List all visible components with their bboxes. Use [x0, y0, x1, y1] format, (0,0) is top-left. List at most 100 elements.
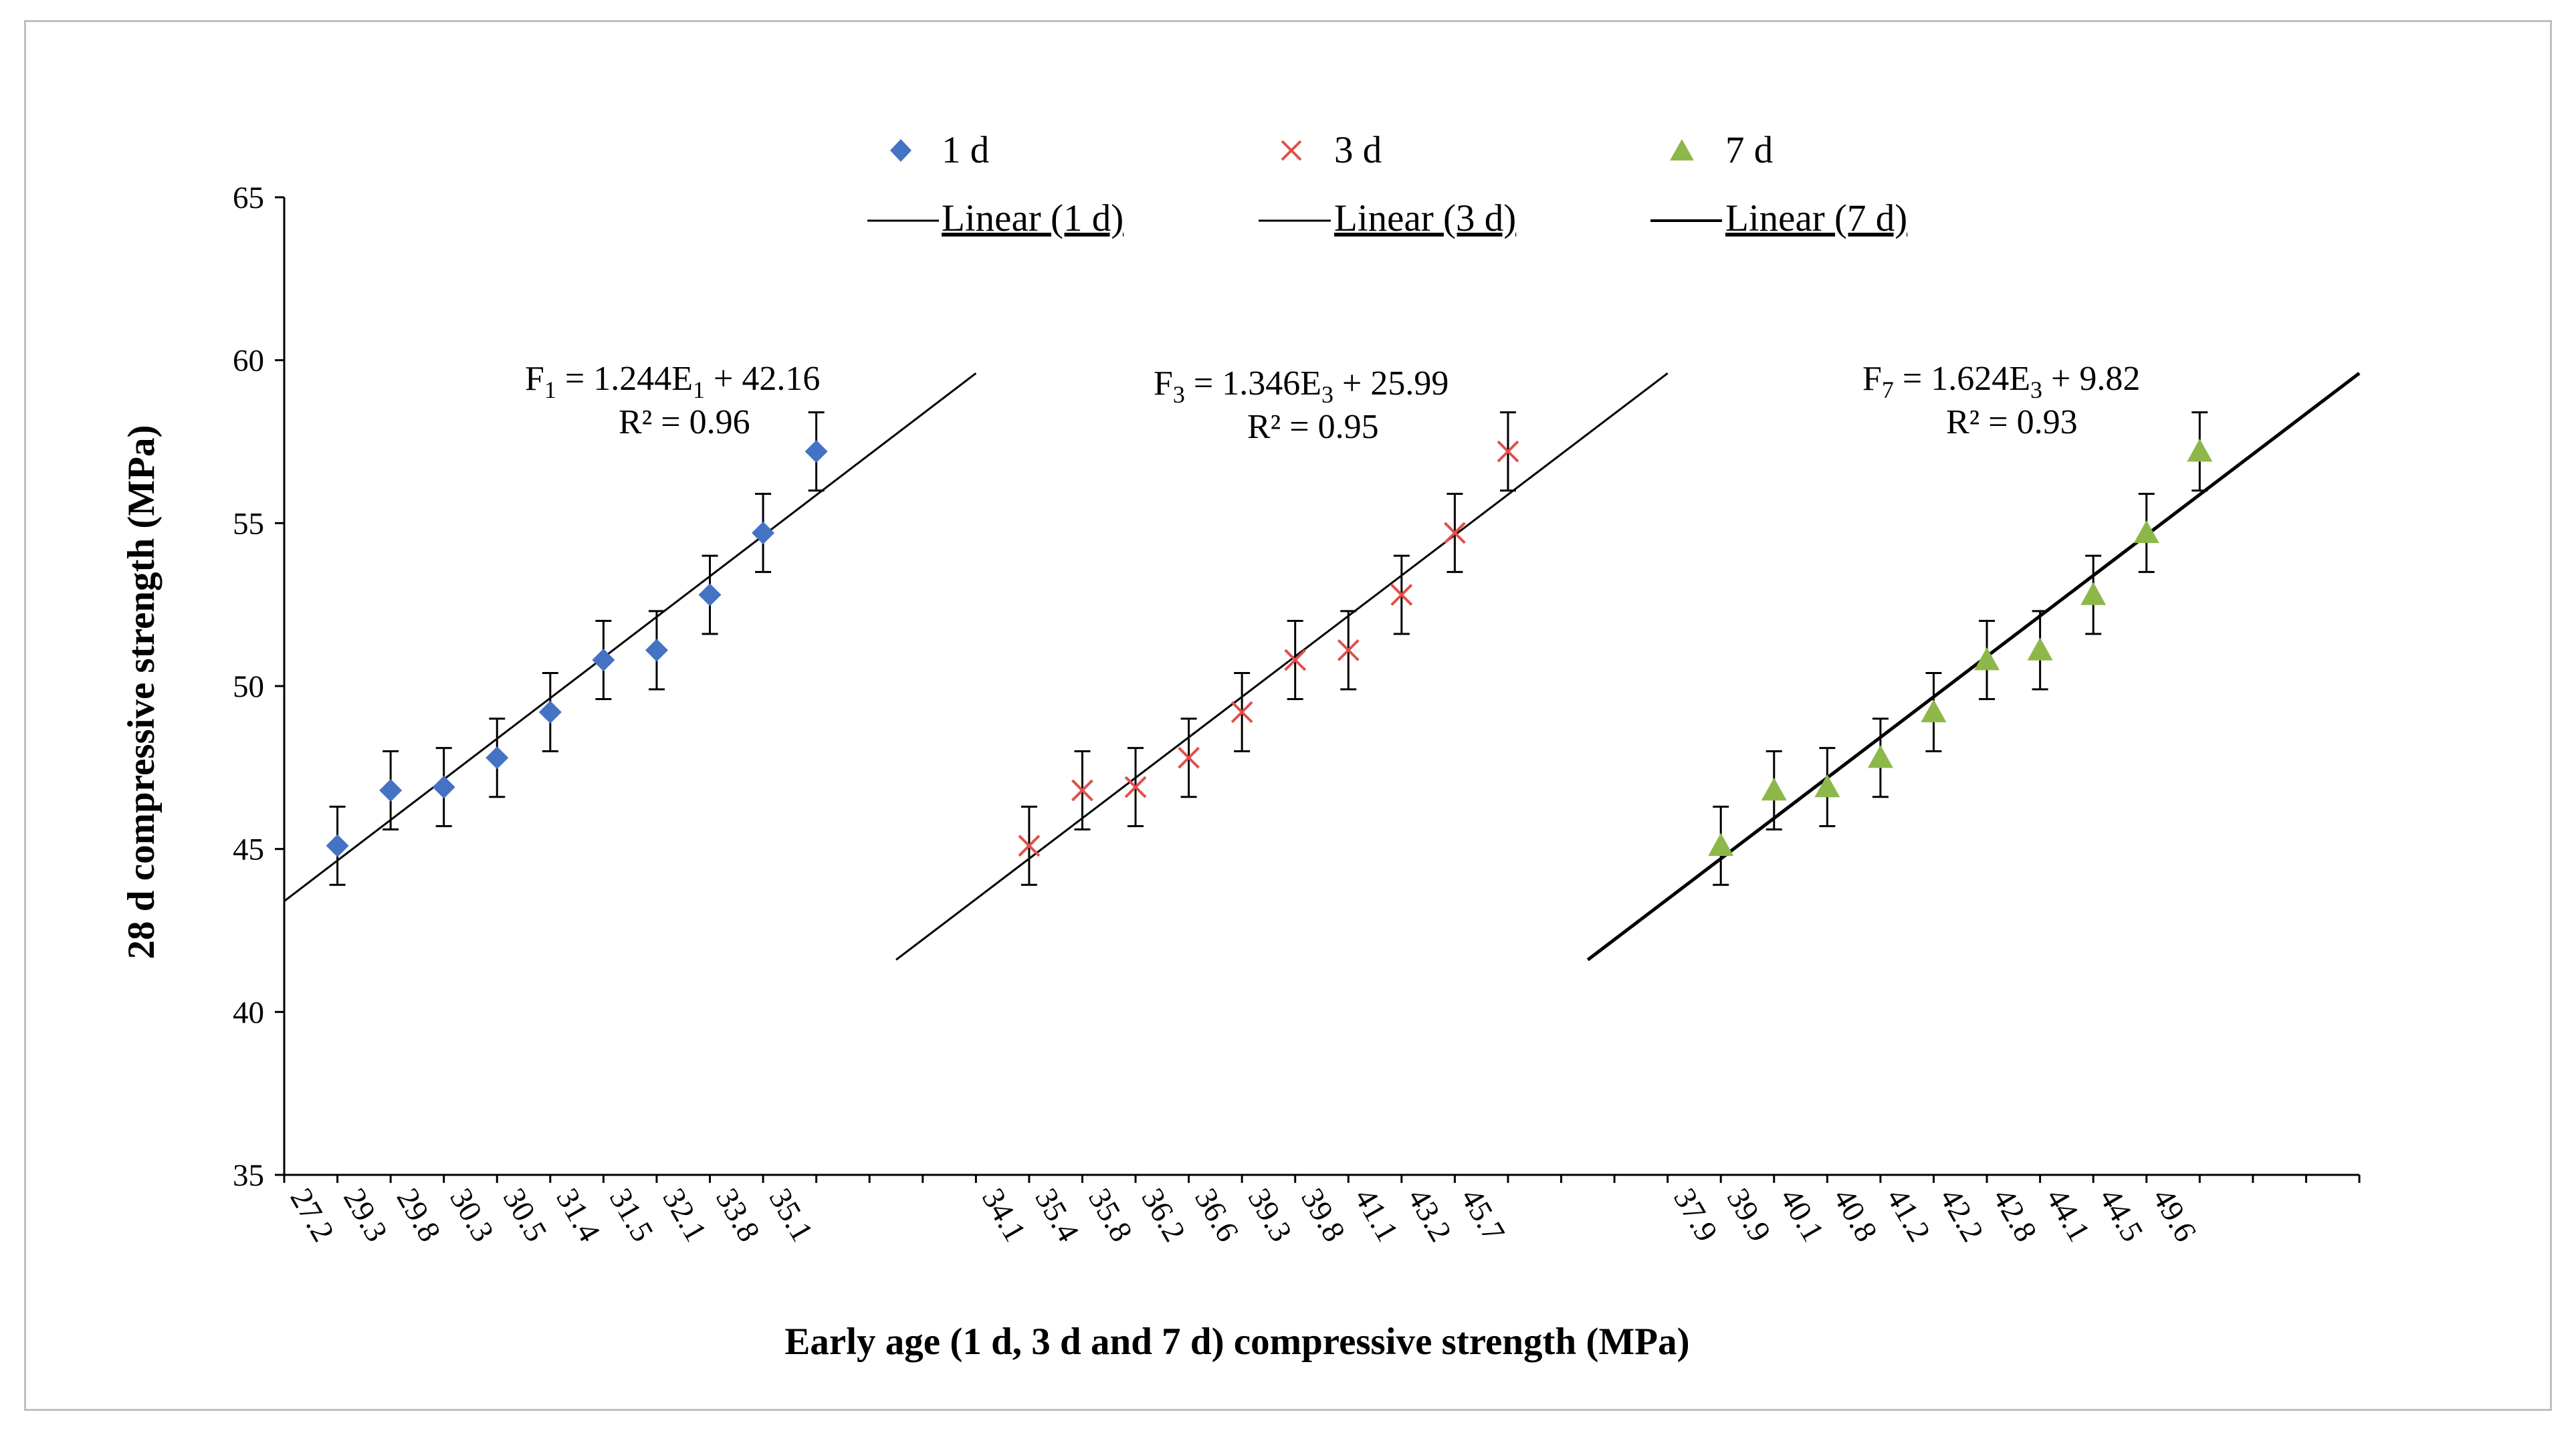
- legend-marker-x-icon: [1281, 140, 1302, 161]
- trendline: [895, 372, 1669, 961]
- x-tick-label: 40.8: [1826, 1183, 1884, 1248]
- x-tick-label: 29.3: [336, 1183, 394, 1248]
- data-point: [2187, 439, 2213, 462]
- data-point: [1230, 701, 1253, 724]
- data-point: [1974, 647, 2000, 671]
- x-tick-label: 33.8: [709, 1183, 766, 1248]
- x-tick-label: 44.1: [2039, 1183, 2097, 1248]
- data-point: [379, 778, 403, 802]
- x-tick-label: 30.5: [496, 1183, 554, 1248]
- x-tick-label: 36.6: [1188, 1183, 1245, 1248]
- data-point: [1814, 774, 1840, 798]
- x-tick-label: 42.2: [1933, 1183, 1990, 1248]
- legend-entry-3d: 3 d: [1281, 129, 1382, 171]
- legend-entry-1d: 1 d: [890, 129, 989, 171]
- plot-area: 35 40 45 50 55 60 65 27.229.329.830.330.531.431…: [233, 181, 2361, 1248]
- x-tick-label: 39.9: [1720, 1183, 1778, 1248]
- data-point: [2133, 520, 2159, 544]
- y-tick-label: 65: [233, 181, 264, 215]
- x-tick-label: 49.6: [2145, 1183, 2203, 1248]
- data-point: [804, 440, 828, 463]
- x-tick-label: 39.3: [1241, 1183, 1299, 1248]
- y-tick-label: 60: [233, 344, 264, 378]
- equation-7d: F7 = 1.624E3 + 9.82: [1862, 360, 2140, 403]
- x-tick-label: 44.5: [2092, 1183, 2150, 1248]
- data-point: [1708, 833, 1734, 856]
- legend-label-linear-7d: Linear (7 d): [1725, 197, 1907, 239]
- data-point: [1921, 699, 1947, 723]
- x-tick-label: 34.1: [975, 1183, 1033, 1248]
- annotation-1d: F1 = 1.244E1 + 42.16 R² = 0.96: [525, 360, 820, 441]
- data-point: [1761, 777, 1787, 801]
- data-point: [538, 700, 562, 724]
- y-tick-label: 35: [233, 1158, 264, 1193]
- x-tick-label: 31.4: [549, 1183, 607, 1248]
- data-point: [2027, 637, 2053, 661]
- legend-entry-linear-1d: Linear (1 d): [867, 197, 1123, 239]
- y-tick-label: 55: [233, 506, 264, 541]
- x-tick-label: 35.8: [1081, 1183, 1139, 1248]
- r-squared-3d: R² = 0.95: [1247, 408, 1379, 446]
- data-point: [2080, 582, 2107, 605]
- chart-frame: [24, 20, 2552, 1411]
- data-point: [1867, 745, 1893, 768]
- x-tick-label: 41.1: [1348, 1183, 1405, 1248]
- legend-entry-7d: 7 d: [1670, 129, 1773, 171]
- legend-marker-diamond-icon: [890, 139, 911, 162]
- trendline: [284, 372, 977, 902]
- x-tick-label: 29.8: [390, 1183, 447, 1248]
- equation-1d: F1 = 1.244E1 + 42.16: [525, 360, 820, 403]
- x-tick-label: 27.2: [283, 1183, 340, 1248]
- x-tick-label: 39.8: [1294, 1183, 1352, 1248]
- data-point: [592, 649, 615, 672]
- annotation-7d: F7 = 1.624E3 + 9.82 R² = 0.93: [1862, 360, 2140, 441]
- annotation-3d: F3 = 1.346E3 + 25.99 R² = 0.95: [1154, 364, 1448, 446]
- x-tick-label: 32.1: [655, 1183, 713, 1248]
- legend-label-7d: 7 d: [1725, 129, 1773, 171]
- legend-entry-linear-7d: Linear (7 d): [1650, 197, 1907, 239]
- r-squared-1d: R² = 0.96: [619, 403, 750, 441]
- x-tick-label: 41.2: [1879, 1183, 1937, 1248]
- trendline: [1586, 372, 2361, 962]
- y-tick-label: 50: [233, 669, 264, 704]
- x-tick-label: 36.2: [1134, 1183, 1192, 1248]
- legend-entry-linear-3d: Linear (3 d): [1259, 197, 1516, 239]
- data-point: [1497, 440, 1519, 463]
- x-tick-label: 40.1: [1773, 1183, 1830, 1248]
- legend-label-3d: 3 d: [1334, 129, 1382, 171]
- data-point: [1284, 649, 1307, 671]
- data-point: [486, 746, 509, 770]
- x-tick-label: 31.5: [603, 1183, 660, 1248]
- r-squared-7d: R² = 0.93: [1946, 403, 2078, 441]
- data-point: [1390, 584, 1413, 606]
- legend-label-linear-3d: Linear (3 d): [1334, 197, 1516, 239]
- x-tick-label: 35.1: [762, 1183, 820, 1248]
- data-point: [1018, 835, 1041, 857]
- x-tick-label: 43.2: [1400, 1183, 1458, 1248]
- legend-label-1d: 1 d: [942, 129, 989, 171]
- data-point: [1443, 522, 1466, 544]
- legend-marker-triangle-icon: [1670, 139, 1694, 160]
- legend-label-linear-1d: Linear (1 d): [942, 197, 1123, 239]
- equation-3d: F3 = 1.346E3 + 25.99: [1154, 364, 1448, 408]
- data-point: [1071, 779, 1093, 802]
- legend: 1 d 3 d 7 d Linear (1 d) Linear (3 d) Li…: [867, 129, 1907, 239]
- data-point: [752, 521, 775, 544]
- y-tick-label: 45: [233, 833, 264, 867]
- x-tick-label: 30.3: [443, 1183, 500, 1248]
- data-point: [326, 834, 349, 857]
- data-point: [1337, 639, 1360, 661]
- data-point: [432, 776, 455, 799]
- y-tick-label: 40: [233, 995, 264, 1030]
- data-point: [645, 639, 668, 662]
- x-tick-label: 45.7: [1454, 1183, 1511, 1248]
- x-tick-label: 42.8: [1986, 1183, 2044, 1248]
- x-tick-label: 35.4: [1028, 1183, 1085, 1248]
- data-point: [698, 583, 722, 606]
- y-axis-title: 28 d compressive strength (MPa): [120, 425, 163, 960]
- x-tick-label: 37.9: [1667, 1183, 1724, 1248]
- data-point: [1124, 776, 1147, 798]
- data-point: [1178, 746, 1200, 769]
- x-axis-title: Early age (1 d, 3 d and 7 d) compressive…: [784, 1321, 1689, 1363]
